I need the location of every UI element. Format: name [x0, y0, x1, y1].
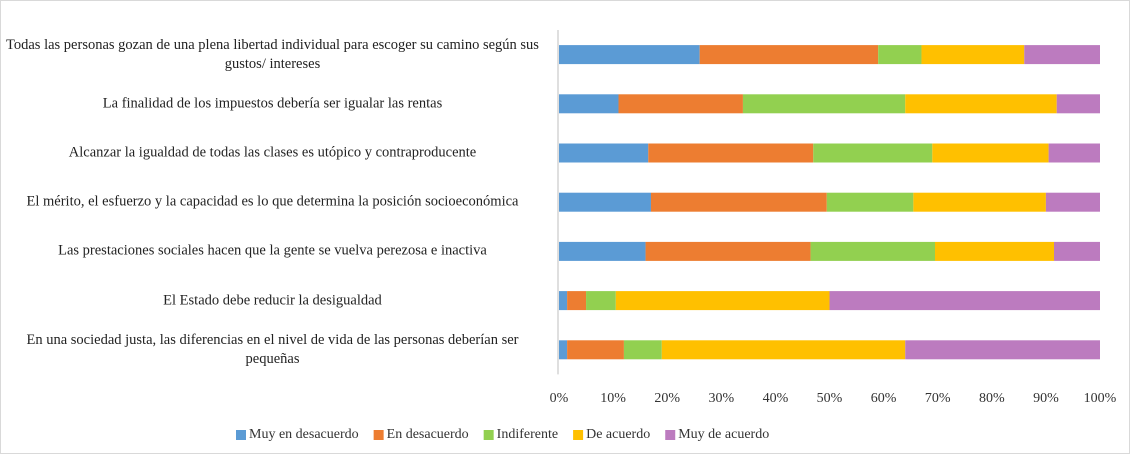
x-tick-label: 0% [550, 391, 569, 406]
bar-segment [648, 143, 814, 163]
category-label: Alcanzar la igualdad de todas las clases… [68, 144, 477, 161]
bar-segment [905, 340, 1100, 360]
bar-segment [650, 192, 827, 212]
bar-segment [1054, 241, 1100, 261]
bar-segment [932, 143, 1049, 163]
legend-swatch [236, 430, 246, 440]
x-tick-label: 70% [925, 391, 951, 406]
legend-swatch [665, 430, 676, 440]
x-tick-label: 50% [817, 391, 843, 406]
category-label: El Estado debe reducir la desigualdad [163, 292, 382, 309]
bar-segment [559, 241, 646, 261]
bar-segment [586, 291, 616, 311]
bar-segment [559, 192, 651, 212]
bar-segment [829, 291, 1100, 311]
bar-segment [810, 241, 935, 261]
bar-segment [1045, 192, 1100, 212]
legend-label: Indiferente [497, 427, 558, 442]
bar-segment [878, 45, 922, 65]
bar-segment [921, 45, 1025, 65]
bar-segment [559, 45, 700, 65]
bar-segment [826, 192, 914, 212]
x-tick-label: 90% [1033, 391, 1059, 406]
bar-segment [913, 192, 1046, 212]
legend-swatch [483, 430, 494, 440]
x-tick-label: 30% [708, 391, 734, 406]
bar-segment [559, 143, 649, 163]
x-tick-label: 40% [763, 391, 789, 406]
bar-segment [1048, 143, 1100, 163]
category-label: Todas las personas gozan de una plena li… [6, 36, 539, 72]
category-label: El mérito, el esfuerzo y la capacidad es… [26, 193, 519, 210]
bar-segment [813, 143, 933, 163]
bar-segment [905, 94, 1057, 114]
legend-label: De acuerdo [586, 427, 650, 442]
bar-segment [645, 241, 811, 261]
bar-segment [618, 94, 743, 114]
bar-segment [1024, 45, 1100, 65]
bar-segment [1056, 94, 1100, 114]
legend-swatch [573, 430, 584, 440]
legend-label: Muy en desacuerdo [249, 427, 359, 442]
x-tick-label: 100% [1084, 391, 1117, 406]
bar-segment [567, 340, 624, 360]
category-label: En una sociedad justa, las diferencias e… [26, 331, 519, 367]
bar-segment [559, 340, 568, 360]
x-tick-label: 10% [600, 391, 626, 406]
bar-segment [623, 340, 662, 360]
x-tick-label: 60% [871, 391, 897, 406]
legend-label: Muy de acuerdo [678, 427, 769, 442]
x-tick-label: 20% [654, 391, 680, 406]
category-label: La finalidad de los impuestos debería se… [102, 95, 443, 112]
bar-segment [615, 291, 830, 311]
legend-swatch [373, 430, 384, 440]
bar-segment [934, 241, 1055, 261]
bar-segment [661, 340, 906, 360]
bar-segment [567, 291, 587, 311]
category-label: Las prestaciones sociales hacen que la g… [58, 242, 487, 259]
bar-segment [699, 45, 879, 65]
bar-segment [559, 94, 619, 114]
bar-segment [742, 94, 906, 114]
legend-label: En desacuerdo [387, 427, 469, 442]
x-tick-label: 80% [979, 391, 1005, 406]
bar-segment [559, 291, 568, 311]
